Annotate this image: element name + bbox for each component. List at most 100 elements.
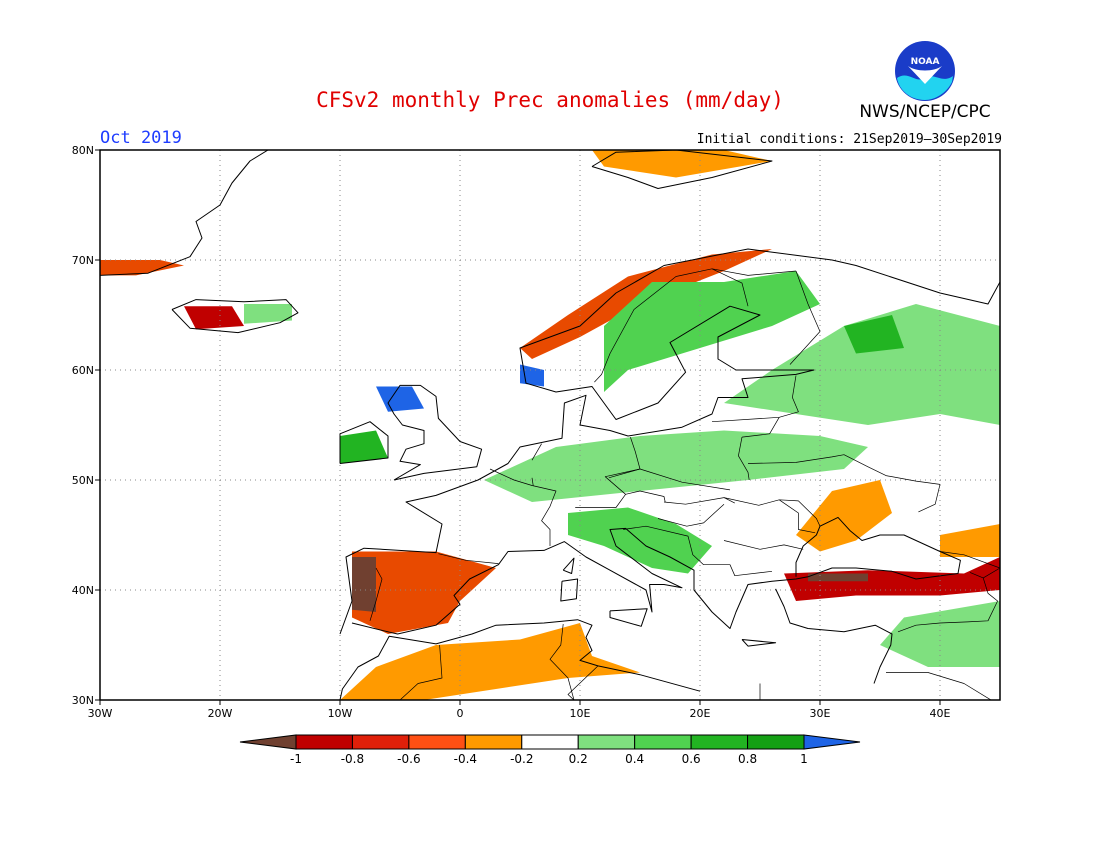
anomaly-region-middle-east-wet [880,601,1000,667]
coastline [562,557,575,574]
coastline [100,150,269,276]
country-border [594,268,797,383]
colorbar-label: -1 [290,752,302,766]
initial-conditions: Initial conditions: 21Sep2019–30Sep2019 [696,132,1002,147]
country-border [939,551,1000,579]
country-border [549,624,575,700]
colorbar: -1 -0.8 -0.6 -0.4 -0.2 0.2 0.4 0.6 0.8 1 [239,734,861,766]
colorbar-swatch [408,734,466,750]
lon-tick-label: 30W [88,707,113,720]
country-border [489,468,557,546]
coastline [591,150,773,189]
coastlines [100,150,1000,700]
country-border [663,497,735,505]
lat-tick-label: 60N [72,364,94,377]
lat-tick-label: 50N [72,474,94,487]
coastline [775,588,893,684]
country-border [711,375,799,423]
lon-tick-label: 0 [457,707,464,720]
anomaly-region-scotland-wet [376,386,424,412]
anomaly-region-greenland-dry [100,260,184,276]
lon-tick-label: 10W [328,707,353,720]
anomaly-regions [100,150,1000,700]
coastline [339,248,1000,635]
coastline [609,608,648,627]
coastline [339,619,701,700]
anomaly-region-north-africa-dry [340,623,640,700]
coastline [387,384,483,481]
colorbar-label: 0.2 [569,752,588,766]
country-border [438,553,499,564]
country-border [657,503,725,527]
anomaly-region-iceland-dry [184,306,244,330]
anomaly-region-iberia-very-dry [352,557,376,612]
lat-tick-label: 70N [72,254,94,267]
colorbar-swatch [577,734,636,750]
anomaly-region-iberia-dry [352,551,496,634]
country-border [711,268,749,307]
colorbar-label: -0.8 [341,752,364,766]
noaa-logo: NOAA [894,40,956,102]
colorbar-high-arrow [803,734,861,750]
country-border [531,443,542,461]
colorbar-swatch [747,734,805,750]
coastline [560,578,579,602]
colorbar-swatch [690,734,749,750]
anomaly-region-caucasus-dry [940,524,1000,557]
country-border [369,567,383,621]
forecast-month: Oct 2019 [100,128,182,148]
anomaly-region-black-sea-dry [796,480,892,552]
colorbar-label: 0.6 [682,752,701,766]
anomaly-region-iceland-wet [244,304,292,324]
map-frame [99,149,1001,701]
colorbar-low-arrow [239,734,297,750]
lat-tick-label: 40N [72,584,94,597]
lon-tick-label: 10E [570,707,591,720]
longitude-ticks: 30W 20W 10W 0 10E 20E 30E 40E [88,700,951,720]
country-border [623,525,773,577]
graticule [100,150,1000,700]
colorbar-swatch [634,734,692,750]
country-border [789,270,821,365]
colorbar-swatch [351,734,410,750]
country-border [747,454,941,513]
colorbar-label: -0.4 [454,752,477,766]
country-border [531,477,534,486]
lat-tick-label: 30N [72,694,94,707]
lat-tick-label: 80N [72,144,94,157]
country-border [738,437,750,481]
coastline [351,516,961,635]
country-border [723,540,804,550]
country-border [575,490,666,508]
latitude-ticks: 30N 40N 50N 60N 70N 80N [72,144,100,707]
colorbar-label: -0.2 [510,752,533,766]
colorbar-swatch [464,734,523,750]
anomaly-region-scandinavia-wet [604,271,820,392]
lon-tick-label: 20W [208,707,233,720]
country-border [779,499,821,527]
colorbar-label: 1 [800,752,808,766]
chart-title: CFSv2 monthly Prec anomalies (mm/day) [316,88,784,112]
country-border [567,665,599,700]
anomaly-region-svalbard-dry [592,150,772,178]
anomaly-region-scandinavia-coast-dry [520,249,772,359]
lon-tick-label: 30E [810,707,831,720]
country-borders [355,268,1000,700]
country-border [897,577,998,633]
country-border [608,468,731,491]
coastline [339,421,389,464]
coastline [741,639,777,647]
anomaly-region-russia-wet-core [844,315,904,354]
lon-tick-label: 40E [930,707,951,720]
anomaly-region-ireland-wet [340,430,388,464]
colorbar-swatch [521,734,579,750]
country-border [741,417,780,438]
country-border [355,644,443,700]
coastline [171,299,299,334]
colorbar-swatch [295,734,353,750]
country-border [723,497,816,534]
lon-tick-label: 20E [690,707,711,720]
country-border [886,672,992,700]
colorbar-label: 0.4 [625,752,644,766]
